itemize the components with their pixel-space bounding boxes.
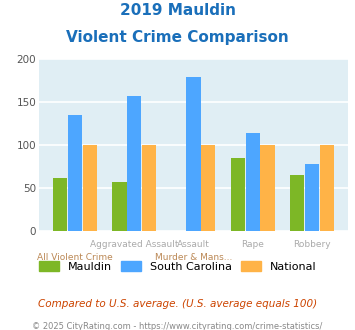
Bar — [83, 145, 97, 231]
Bar — [127, 96, 141, 231]
Text: Robbery: Robbery — [293, 240, 331, 248]
Bar — [261, 145, 275, 231]
Bar — [305, 164, 319, 231]
Bar — [320, 145, 334, 231]
Bar — [246, 133, 260, 231]
Text: Murder & Mans...: Murder & Mans... — [155, 253, 232, 262]
Bar — [201, 145, 215, 231]
Bar — [290, 175, 304, 231]
Text: Assault: Assault — [177, 240, 210, 248]
Bar — [53, 178, 67, 231]
Text: Compared to U.S. average. (U.S. average equals 100): Compared to U.S. average. (U.S. average … — [38, 299, 317, 309]
Bar — [68, 115, 82, 231]
Text: Rape: Rape — [241, 240, 264, 248]
Bar — [231, 158, 245, 231]
Legend: Mauldin, South Carolina, National: Mauldin, South Carolina, National — [34, 257, 321, 277]
Text: Violent Crime Comparison: Violent Crime Comparison — [66, 30, 289, 45]
Bar — [112, 182, 126, 231]
Bar — [186, 77, 201, 231]
Text: 2019 Mauldin: 2019 Mauldin — [120, 3, 235, 18]
Text: Aggravated Assault: Aggravated Assault — [90, 240, 179, 248]
Text: © 2025 CityRating.com - https://www.cityrating.com/crime-statistics/: © 2025 CityRating.com - https://www.city… — [32, 322, 323, 330]
Text: All Violent Crime: All Violent Crime — [37, 253, 113, 262]
Bar — [142, 145, 156, 231]
